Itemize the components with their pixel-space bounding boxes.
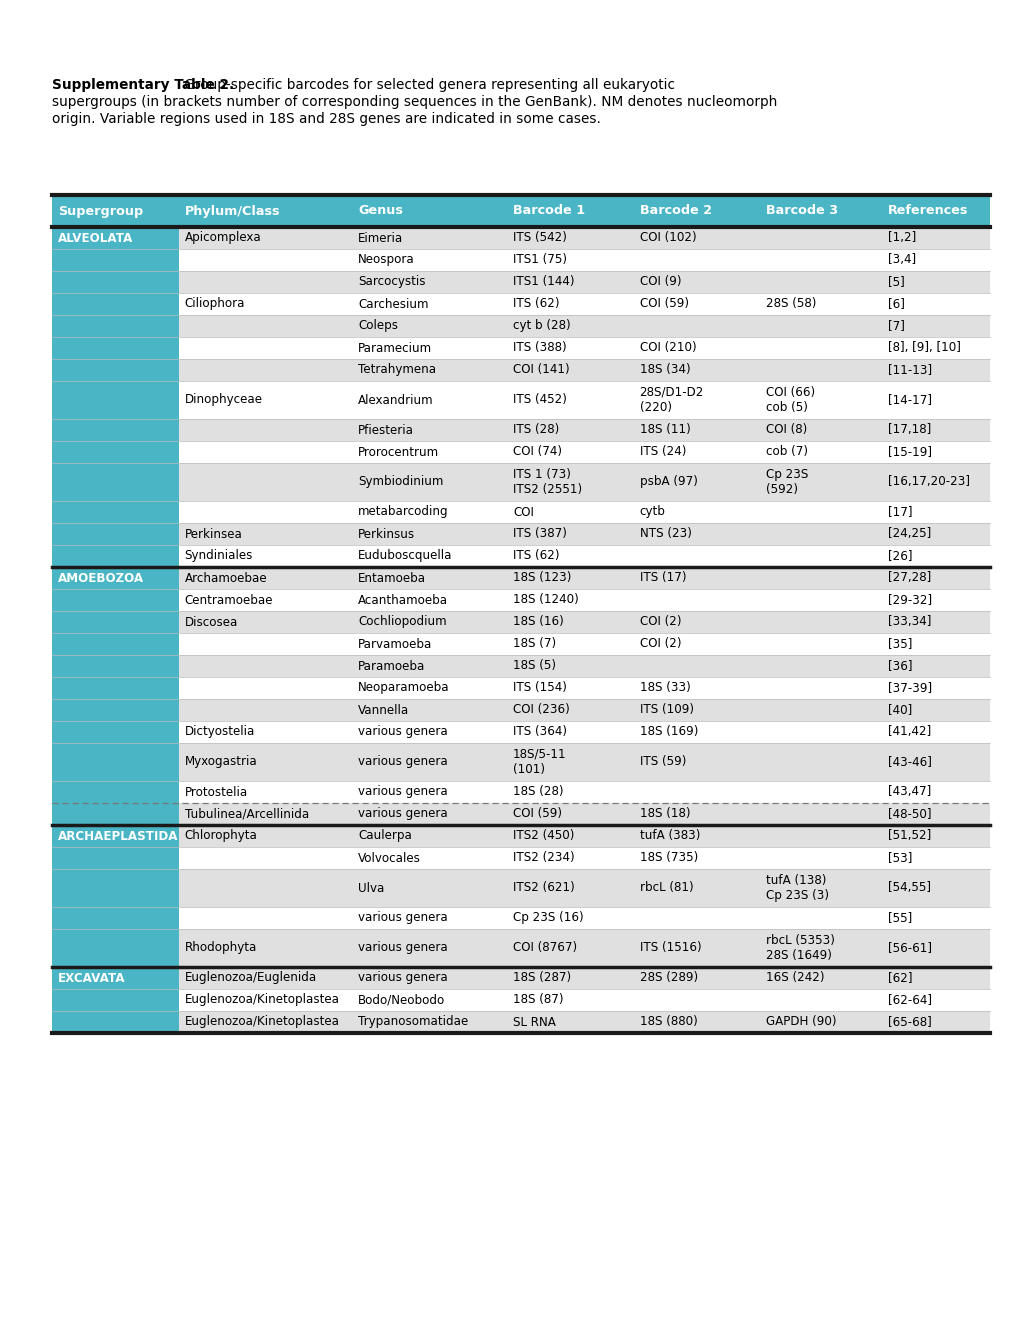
Text: ALVEOLATA: ALVEOLATA (58, 231, 133, 244)
Text: Neoparamoeba: Neoparamoeba (358, 681, 449, 694)
Bar (759, 502, 881, 523)
Bar (178, 227, 352, 249)
Bar (52, 743, 178, 781)
Text: 18S (18): 18S (18) (639, 808, 690, 821)
Bar (506, 568, 633, 589)
Bar (881, 418, 989, 441)
Text: Protostelia: Protostelia (184, 785, 248, 799)
Text: COI (141): COI (141) (513, 363, 569, 376)
Bar (178, 989, 352, 1011)
Text: [53]: [53] (888, 851, 912, 865)
Bar (881, 743, 989, 781)
Text: Discosea: Discosea (184, 615, 237, 628)
Text: NTS (23): NTS (23) (639, 528, 691, 540)
Bar (759, 381, 881, 418)
Text: [29-32]: [29-32] (888, 594, 931, 606)
Bar (633, 502, 759, 523)
Text: [11-13]: [11-13] (888, 363, 931, 376)
Text: Syndiniales: Syndiniales (184, 549, 253, 562)
Text: 18S/5-11
(101): 18S/5-11 (101) (513, 747, 566, 776)
Text: SL RNA: SL RNA (513, 1015, 555, 1028)
Text: 18S (34): 18S (34) (639, 363, 690, 376)
Text: Caulerpa: Caulerpa (358, 829, 412, 842)
Bar (352, 381, 506, 418)
Bar (633, 634, 759, 655)
Bar (178, 418, 352, 441)
Text: Pfiesteria: Pfiesteria (358, 424, 414, 437)
Bar (352, 869, 506, 907)
Bar (633, 441, 759, 463)
Bar (759, 989, 881, 1011)
Bar (352, 655, 506, 677)
Text: 18S (735): 18S (735) (639, 851, 697, 865)
Bar (178, 502, 352, 523)
Text: rbcL (5353)
28S (1649): rbcL (5353) 28S (1649) (765, 933, 835, 962)
Text: 18S (880): 18S (880) (639, 1015, 697, 1028)
Bar (52, 721, 178, 743)
Bar (352, 293, 506, 315)
Bar (759, 677, 881, 700)
Bar (759, 929, 881, 968)
Bar (52, 700, 178, 721)
Bar (881, 227, 989, 249)
Bar (52, 929, 178, 968)
Text: 18S (287): 18S (287) (513, 972, 571, 985)
Text: psbA (97): psbA (97) (639, 475, 697, 488)
Bar (352, 418, 506, 441)
Text: rbcL (81): rbcL (81) (639, 882, 693, 895)
Text: [5]: [5] (888, 276, 904, 289)
Text: EXCAVATA: EXCAVATA (58, 972, 125, 985)
Bar (506, 989, 633, 1011)
Text: 18S (1240): 18S (1240) (513, 594, 578, 606)
Text: [6]: [6] (888, 297, 904, 310)
Bar (52, 315, 178, 337)
Bar (178, 271, 352, 293)
Bar (352, 227, 506, 249)
Bar (881, 315, 989, 337)
Bar (178, 825, 352, 847)
Bar (881, 825, 989, 847)
Text: [54,55]: [54,55] (888, 882, 930, 895)
Text: origin. Variable regions used in 18S and 28S genes are indicated in some cases.: origin. Variable regions used in 18S and… (52, 112, 600, 125)
Bar (633, 337, 759, 359)
Bar (352, 1011, 506, 1034)
Bar (352, 803, 506, 825)
Text: COI (236): COI (236) (513, 704, 570, 717)
Bar (352, 781, 506, 803)
Bar (506, 359, 633, 381)
Text: [62-64]: [62-64] (888, 994, 931, 1006)
Bar (178, 441, 352, 463)
Bar (633, 293, 759, 315)
Text: ITS 1 (73)
ITS2 (2551): ITS 1 (73) ITS2 (2551) (513, 467, 582, 496)
Bar (633, 227, 759, 249)
Text: ITS (28): ITS (28) (513, 424, 558, 437)
Bar (881, 271, 989, 293)
Bar (178, 359, 352, 381)
Bar (759, 655, 881, 677)
Bar (178, 869, 352, 907)
Bar (52, 502, 178, 523)
Bar (178, 315, 352, 337)
Bar (759, 463, 881, 502)
Text: ITS1 (144): ITS1 (144) (513, 276, 574, 289)
Bar (178, 545, 352, 568)
Text: Alexandrium: Alexandrium (358, 393, 433, 407)
Text: [16,17,20-23]: [16,17,20-23] (888, 475, 969, 488)
Bar (633, 700, 759, 721)
Bar (352, 634, 506, 655)
Text: Trypanosomatidae: Trypanosomatidae (358, 1015, 468, 1028)
Bar (881, 545, 989, 568)
Text: 18S (123): 18S (123) (513, 572, 571, 585)
Text: Coleps: Coleps (358, 319, 397, 333)
Bar (506, 381, 633, 418)
Bar (506, 677, 633, 700)
Bar (52, 803, 178, 825)
Text: tufA (138)
Cp 23S (3): tufA (138) Cp 23S (3) (765, 874, 828, 903)
Text: AMOEBOZOA: AMOEBOZOA (58, 572, 144, 585)
Text: ITS2 (621): ITS2 (621) (513, 882, 574, 895)
Bar (633, 463, 759, 502)
Text: COI (59): COI (59) (639, 297, 688, 310)
Bar (352, 847, 506, 869)
Text: Eimeria: Eimeria (358, 231, 404, 244)
Bar (633, 825, 759, 847)
